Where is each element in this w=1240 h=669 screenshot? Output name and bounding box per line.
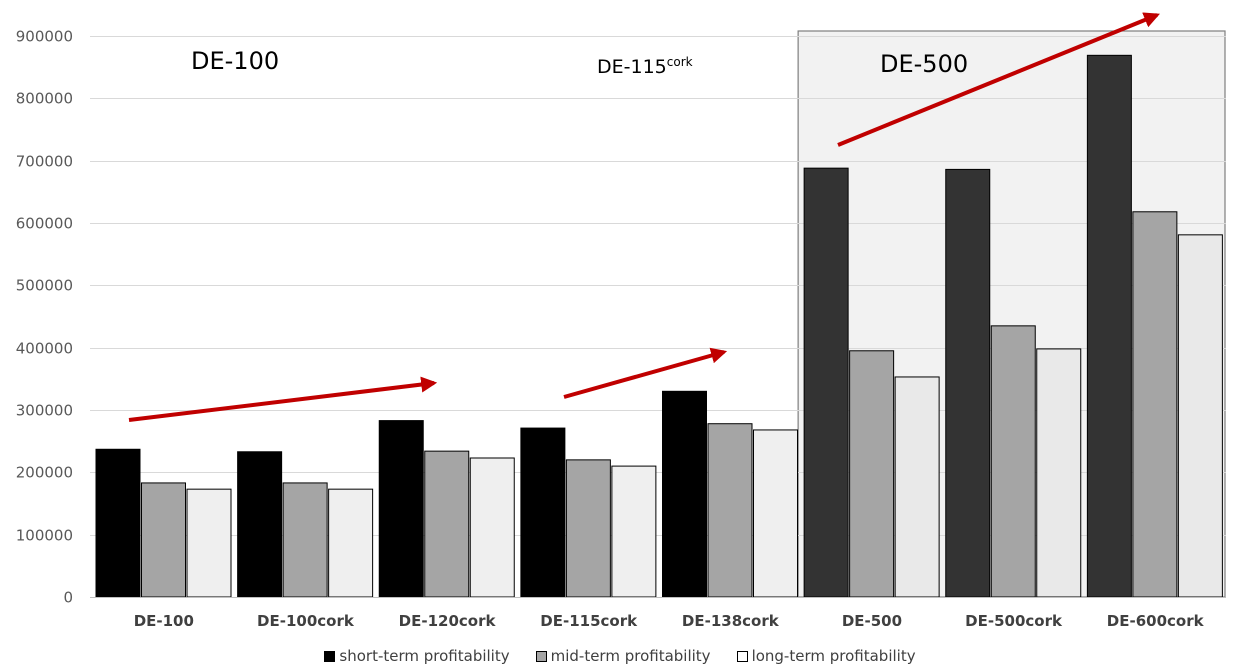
bar xyxy=(611,465,657,598)
bar xyxy=(1177,234,1223,598)
bar xyxy=(990,325,1036,598)
bar xyxy=(894,376,940,598)
legend-swatch-short-term xyxy=(324,650,336,662)
x-tick-label: DE-100cork xyxy=(257,612,355,630)
group-annotation: DE-500 xyxy=(880,50,968,78)
x-tick-label: DE-138cork xyxy=(682,612,780,630)
bar xyxy=(753,429,798,598)
x-tick-label: DE-115cork xyxy=(540,612,638,630)
annotation-superscript: cork xyxy=(667,55,693,69)
y-tick-label: 600000 xyxy=(16,215,73,233)
legend-label-short-term: short-term profitability xyxy=(339,647,510,665)
legend-item-mid-term: mid-term profitability xyxy=(535,647,711,665)
bar xyxy=(282,482,328,598)
group-annotation: DE-100 xyxy=(191,47,279,75)
bar xyxy=(1132,211,1178,598)
y-tick-label: 200000 xyxy=(16,464,73,482)
bar xyxy=(424,450,470,598)
legend-swatch-long-term xyxy=(736,650,748,662)
bar xyxy=(707,423,753,598)
group-annotation: DE-115cork xyxy=(597,55,693,78)
chart-legend: short-term profitability mid-term profit… xyxy=(0,645,1240,667)
bar xyxy=(849,350,895,598)
y-tick-label: 100000 xyxy=(16,527,73,545)
y-tick-label: 700000 xyxy=(16,153,73,171)
y-tick-label: 900000 xyxy=(16,28,73,46)
legend-item-long-term: long-term profitability xyxy=(736,647,916,665)
x-tick-label: DE-500cork xyxy=(965,612,1063,630)
y-tick-label: 300000 xyxy=(16,402,73,420)
bar xyxy=(520,427,566,598)
bar xyxy=(1036,348,1082,598)
legend-label-mid-term: mid-term profitability xyxy=(550,647,711,665)
y-tick-label: 0 xyxy=(63,589,73,607)
x-tick-label: DE-600cork xyxy=(1107,612,1205,630)
bar xyxy=(662,390,707,598)
trend-arrow xyxy=(837,12,1160,147)
bar xyxy=(237,451,283,598)
y-tick-label: 800000 xyxy=(16,90,73,108)
bar xyxy=(186,488,232,598)
x-tick-label: DE-500 xyxy=(842,612,902,630)
bar xyxy=(95,448,141,598)
legend-swatch-mid-term xyxy=(535,650,547,662)
bar xyxy=(945,168,991,598)
bar xyxy=(1086,54,1132,598)
bar xyxy=(469,457,515,598)
trend-arrow xyxy=(563,347,728,399)
legend-item-short-term: short-term profitability xyxy=(324,647,510,665)
x-tick-label: DE-120cork xyxy=(399,612,497,630)
bar xyxy=(803,167,849,598)
legend-label-long-term: long-term profitability xyxy=(751,647,916,665)
bar xyxy=(378,420,424,598)
trend-arrow xyxy=(128,376,438,422)
bar xyxy=(565,459,611,598)
bar xyxy=(141,482,186,598)
bar xyxy=(328,488,374,598)
x-tick-label: DE-100 xyxy=(134,612,194,630)
y-tick-label: 400000 xyxy=(16,340,73,358)
y-tick-label: 500000 xyxy=(16,277,73,295)
